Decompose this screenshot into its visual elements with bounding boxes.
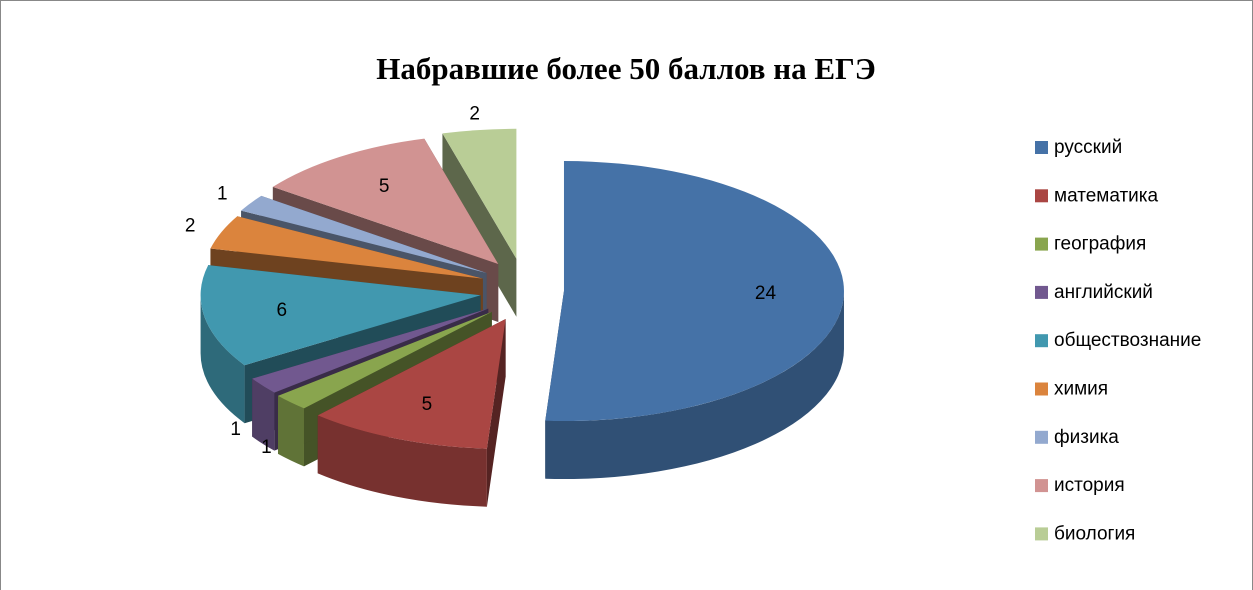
slice-wall (200, 295, 245, 424)
slice-top (277, 311, 492, 409)
slice-wall (317, 415, 487, 507)
data-label: 2 (469, 103, 480, 124)
slice-wall (252, 378, 275, 451)
legend-swatch (1035, 285, 1048, 299)
legend-swatch (1035, 141, 1048, 154)
data-label: 5 (422, 394, 433, 415)
data-label: 1 (261, 437, 272, 458)
data-label: 6 (277, 300, 288, 321)
slice (545, 161, 844, 480)
legend-swatch (1035, 237, 1048, 251)
legend-label: география (1054, 234, 1146, 255)
data-label: 1 (230, 419, 241, 440)
slice-top (252, 308, 489, 393)
slice-top (442, 128, 517, 259)
slice-top (200, 265, 481, 366)
slice-top (545, 161, 844, 422)
slice-top (210, 216, 483, 279)
data-label: 1 (217, 184, 228, 205)
legend-label: физика (1054, 427, 1119, 448)
legend-label: математика (1054, 185, 1159, 206)
legend-swatch (1035, 189, 1048, 203)
slice-wall (545, 291, 844, 480)
legend-swatch (1035, 382, 1048, 396)
slice-wall (277, 395, 304, 467)
legend-label: английский (1054, 282, 1153, 303)
slice (317, 319, 506, 507)
slice-top (241, 195, 487, 274)
data-label: 2 (185, 215, 196, 236)
legend-swatch (1035, 430, 1048, 444)
legend-label: биология (1054, 523, 1135, 544)
legend-label: русский (1054, 137, 1122, 158)
legend-label: обществознание (1054, 330, 1201, 351)
data-label: 5 (379, 176, 390, 197)
legend-label: химия (1054, 379, 1108, 400)
legend-label: история (1054, 475, 1125, 496)
legend-swatch (1035, 527, 1048, 541)
legend-swatch (1035, 334, 1048, 348)
legend-swatch (1035, 479, 1048, 493)
data-label: 24 (755, 283, 777, 304)
slice-top (317, 319, 506, 449)
chart-title: Набравшие более 50 баллов на ЕГЭ (376, 51, 876, 86)
slice-top (272, 138, 499, 265)
